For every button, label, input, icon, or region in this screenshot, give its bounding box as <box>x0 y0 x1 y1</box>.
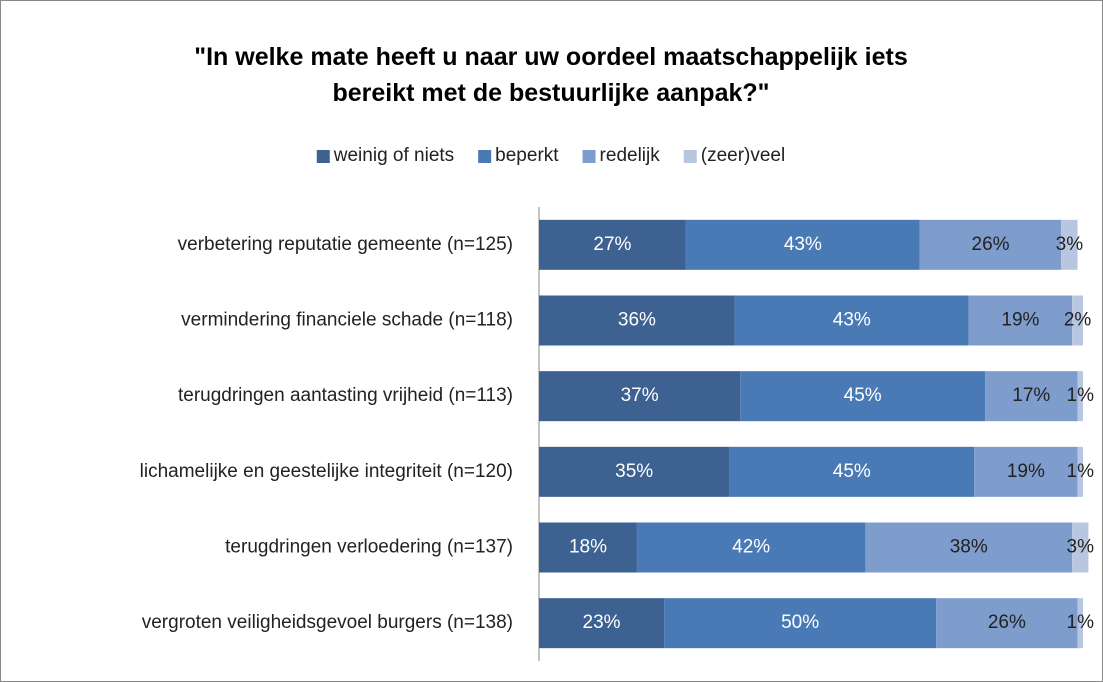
data-label: 38% <box>950 537 988 558</box>
legend-label: beperkt <box>495 145 559 166</box>
data-label: 35% <box>615 461 653 482</box>
category-label: terugdringen aantasting vrijheid (n=113) <box>178 385 513 406</box>
data-label: 23% <box>583 612 621 633</box>
legend-label: redelijk <box>600 145 661 166</box>
bar-segment <box>664 598 937 649</box>
bar-segment <box>539 446 730 497</box>
data-label: 1% <box>1067 461 1095 482</box>
legend-swatch <box>582 150 596 163</box>
bar-segment <box>936 598 1078 649</box>
data-label: 45% <box>844 385 882 406</box>
data-label: 26% <box>972 234 1010 255</box>
bar-segment <box>1072 522 1089 573</box>
data-label: 19% <box>1001 310 1039 331</box>
data-label: 43% <box>833 310 871 331</box>
legend-item: weinig of niets <box>316 145 454 166</box>
category-label: verbetering reputatie gemeente (n=125) <box>178 234 513 255</box>
legend-label: (zeer)veel <box>701 145 785 166</box>
data-label: 36% <box>618 310 656 331</box>
data-label: 27% <box>593 234 631 255</box>
legend: weinig of niets beperkt redelijk (zeer)veel <box>316 145 785 166</box>
category-label: terugdringen verloedering (n=137) <box>225 537 513 558</box>
data-label: 45% <box>833 461 871 482</box>
bar-segment <box>1077 371 1083 422</box>
bar-segment <box>1072 295 1083 346</box>
bar-segment <box>985 371 1078 422</box>
legend-item: beperkt <box>478 145 559 166</box>
bar-segment <box>539 219 686 270</box>
data-label: 26% <box>988 612 1026 633</box>
legend-swatch <box>478 150 492 163</box>
bar-segment <box>539 295 735 346</box>
category-label: vergroten veiligheidsgevoel burgers (n=1… <box>142 612 513 633</box>
legend-swatch <box>683 150 697 163</box>
legend-item: (zeer)veel <box>683 145 785 166</box>
bar-segment <box>974 446 1078 497</box>
bar-segment <box>968 295 1073 346</box>
data-label: 2% <box>1064 310 1092 331</box>
data-label: 3% <box>1056 234 1084 255</box>
data-label: 3% <box>1067 537 1095 558</box>
bar-segment <box>685 219 920 270</box>
chart-title: "In welke mate heeft u naar uw oordeel m… <box>194 43 908 107</box>
bar-segment <box>539 598 665 649</box>
legend-item: redelijk <box>582 145 661 166</box>
bar-segment <box>1077 598 1083 649</box>
bar-segment <box>729 446 975 497</box>
data-label: 1% <box>1067 385 1095 406</box>
bar-segment <box>539 371 741 422</box>
bar-segment <box>1077 446 1083 497</box>
data-label: 42% <box>732 537 770 558</box>
data-label: 17% <box>1012 385 1050 406</box>
data-label: 1% <box>1067 612 1095 633</box>
data-label: 43% <box>784 234 822 255</box>
bar-segment <box>734 295 969 346</box>
bar-segment <box>740 371 986 422</box>
bar-segment <box>865 522 1073 573</box>
data-label: 18% <box>569 537 607 558</box>
bar-segment <box>1061 219 1078 270</box>
bar-segment <box>919 219 1062 270</box>
data-label: 37% <box>621 385 659 406</box>
category-label: vermindering financiele schade (n=118) <box>181 310 513 331</box>
bar-segment <box>539 522 637 573</box>
legend-label: weinig of niets <box>333 145 454 166</box>
category-label: lichamelijke en geestelijke integriteit … <box>140 461 513 482</box>
bar-segment <box>636 522 866 573</box>
data-label: 50% <box>781 612 819 633</box>
legend-swatch <box>316 150 330 163</box>
data-label: 19% <box>1007 461 1045 482</box>
